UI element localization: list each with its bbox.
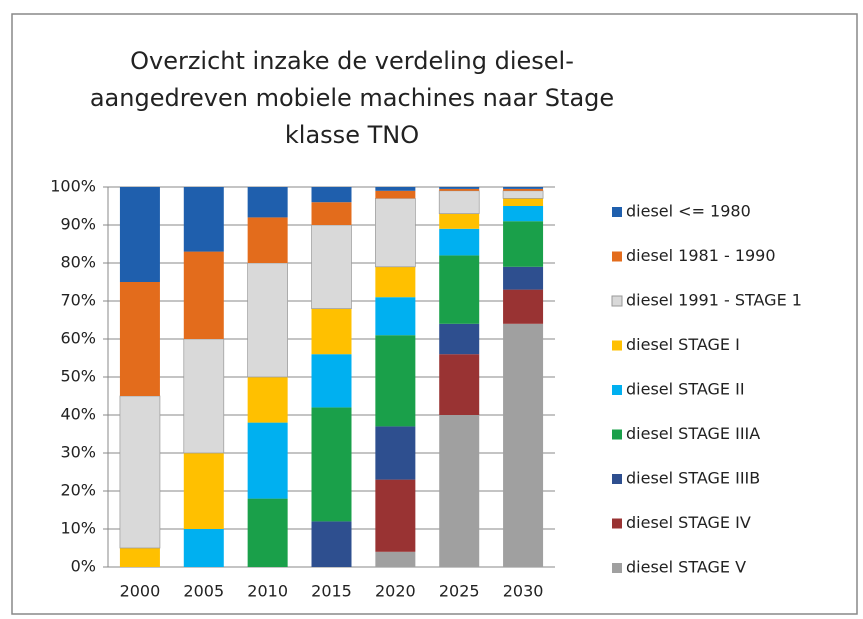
x-tick-label: 2000 [120,582,161,601]
bar-segment [247,217,288,263]
legend-label: diesel 1991 - STAGE 1 [626,291,802,310]
x-tick-label: 2005 [183,582,224,601]
bar-segment [503,188,544,191]
legend-swatch [612,429,622,440]
bar-segment [503,187,544,189]
legend-label: diesel STAGE IIIA [626,424,760,443]
bar-segment [247,498,288,567]
chart-title: klasse TNO [285,121,419,149]
bar-segment [311,187,352,203]
bar-segment [183,453,224,529]
y-tick-label: 30% [60,443,96,462]
bar-segment [375,187,416,191]
legend-swatch [612,474,622,484]
bar-segment [119,395,161,549]
y-tick-label: 20% [60,481,96,500]
bar-segment [375,335,416,427]
bar-segment [119,187,160,282]
bar-segment [375,426,416,480]
legend-label: diesel STAGE IV [626,513,751,532]
bar-segment [503,323,544,567]
legend-label: diesel STAGE II [626,380,745,399]
bar-segment [375,190,416,199]
x-tick-label: 2030 [503,582,544,601]
legend-label: diesel STAGE IIIB [626,469,760,488]
y-tick-label: 90% [60,215,96,234]
y-tick-label: 80% [60,253,96,272]
y-tick-label: 70% [60,291,96,310]
bar-segment [311,354,352,408]
bar-segment [503,206,544,222]
bar-segment [119,282,160,396]
bar-segment [439,323,480,355]
legend-label: diesel 1981 - 1990 [626,246,776,265]
bar-segment [183,338,225,454]
legend-label: diesel STAGE V [626,558,746,577]
legend-swatch [612,385,622,395]
legend-label: diesel STAGE I [626,335,740,354]
bar-segment [247,377,288,423]
bar-segment [375,297,416,336]
bar-segment [439,415,480,567]
legend-swatch [611,295,623,307]
chart-title: Overzicht inzake de verdeling diesel- [130,47,574,75]
y-tick-label: 0% [71,557,96,576]
bar-segment [375,551,416,567]
bar-segment [502,190,544,199]
legend-swatch [612,251,622,262]
bar-segment [439,187,480,189]
bar-segment [183,187,224,252]
y-tick-label: 100% [50,177,96,196]
bar-segment [311,407,352,522]
bar-segment [503,289,544,324]
bar-segment [439,213,480,229]
x-tick-label: 2020 [375,582,416,601]
legend-swatch [612,340,622,351]
bar-segment [311,308,352,355]
legend-swatch [612,207,622,217]
bar-segment [439,354,480,415]
bar-segment [311,224,352,309]
bar-segment [183,251,224,339]
bar-segment [375,198,416,268]
x-tick-label: 2010 [247,582,288,601]
bar-segment [183,529,224,567]
bar-segment [247,262,288,378]
bar-segment [439,188,480,191]
bar-segment [439,255,480,324]
bar-segment [439,228,480,256]
bar-segment [119,548,160,567]
legend-label: diesel <= 1980 [626,202,751,221]
bar-segment [311,202,352,225]
bar-segment [311,521,352,567]
y-tick-label: 40% [60,405,96,424]
legend-swatch [612,563,622,573]
y-tick-label: 10% [60,519,96,538]
bar-segment [438,190,480,214]
bar-segment [375,479,416,552]
chart-title: aangedreven mobiele machines naar Stage [90,84,614,112]
bar-segment [247,187,288,218]
bar-segment [503,266,544,290]
y-tick-label: 60% [60,329,96,348]
bar-segment [503,198,544,206]
bar-segment [247,422,288,499]
legend-swatch [612,518,622,529]
y-tick-label: 50% [60,367,96,386]
x-tick-label: 2015 [311,582,352,601]
bar-segment [503,221,544,267]
x-tick-label: 2025 [439,582,480,601]
bar-segment [375,266,416,298]
